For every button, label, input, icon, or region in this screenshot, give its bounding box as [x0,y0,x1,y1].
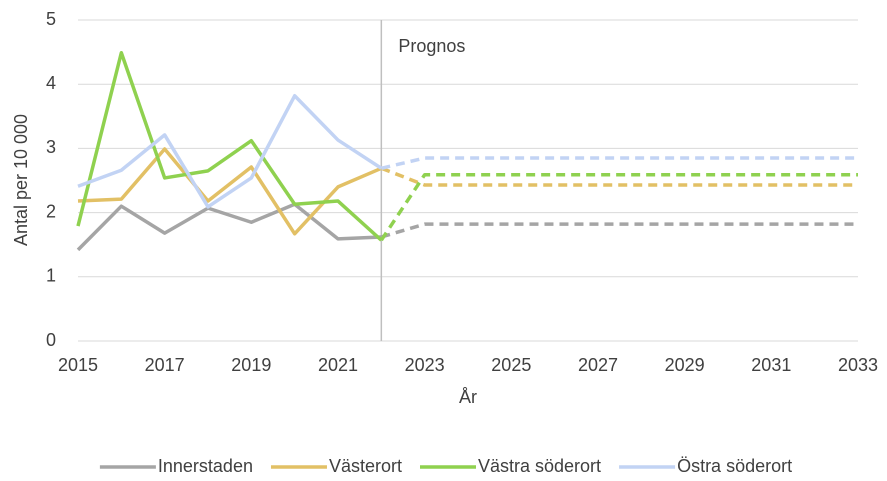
x-tick-label: 2019 [231,355,271,375]
line-series [77,147,383,236]
y-tick-label: 3 [46,137,56,157]
forecast-line-series [380,156,858,171]
x-tick-label: 2015 [58,355,98,375]
x-tick-label: 2027 [578,355,618,375]
x-tick-label: 2031 [751,355,791,375]
y-axis-title: Antal per 10 000 [11,114,31,246]
y-tick-label: 5 [46,9,56,29]
legend-label: Östra söderort [677,456,792,476]
y-tick-label: 0 [46,330,56,350]
x-tick-label: 2023 [405,355,445,375]
forecast-label: Prognos [398,36,465,56]
forecast-line-series [379,172,858,242]
line-series [76,202,382,252]
legend-label: Västra söderort [478,456,601,476]
y-tick-label: 4 [46,73,56,93]
x-tick-label: 2025 [491,355,531,375]
x-tick-label: 2021 [318,355,358,375]
line-series [76,50,383,242]
legend-label: Innerstaden [158,456,253,476]
x-tick-label: 2017 [145,355,185,375]
forecast-line-series [380,222,858,239]
forecast-line-series [380,166,858,187]
y-tick-label: 2 [46,201,56,221]
x-tick-label: 2029 [665,355,705,375]
line-series [77,94,383,209]
x-axis-title: År [459,387,477,407]
legend-label: Västerort [329,456,402,476]
x-tick-label: 2033 [838,355,878,375]
y-tick-label: 1 [46,266,56,286]
